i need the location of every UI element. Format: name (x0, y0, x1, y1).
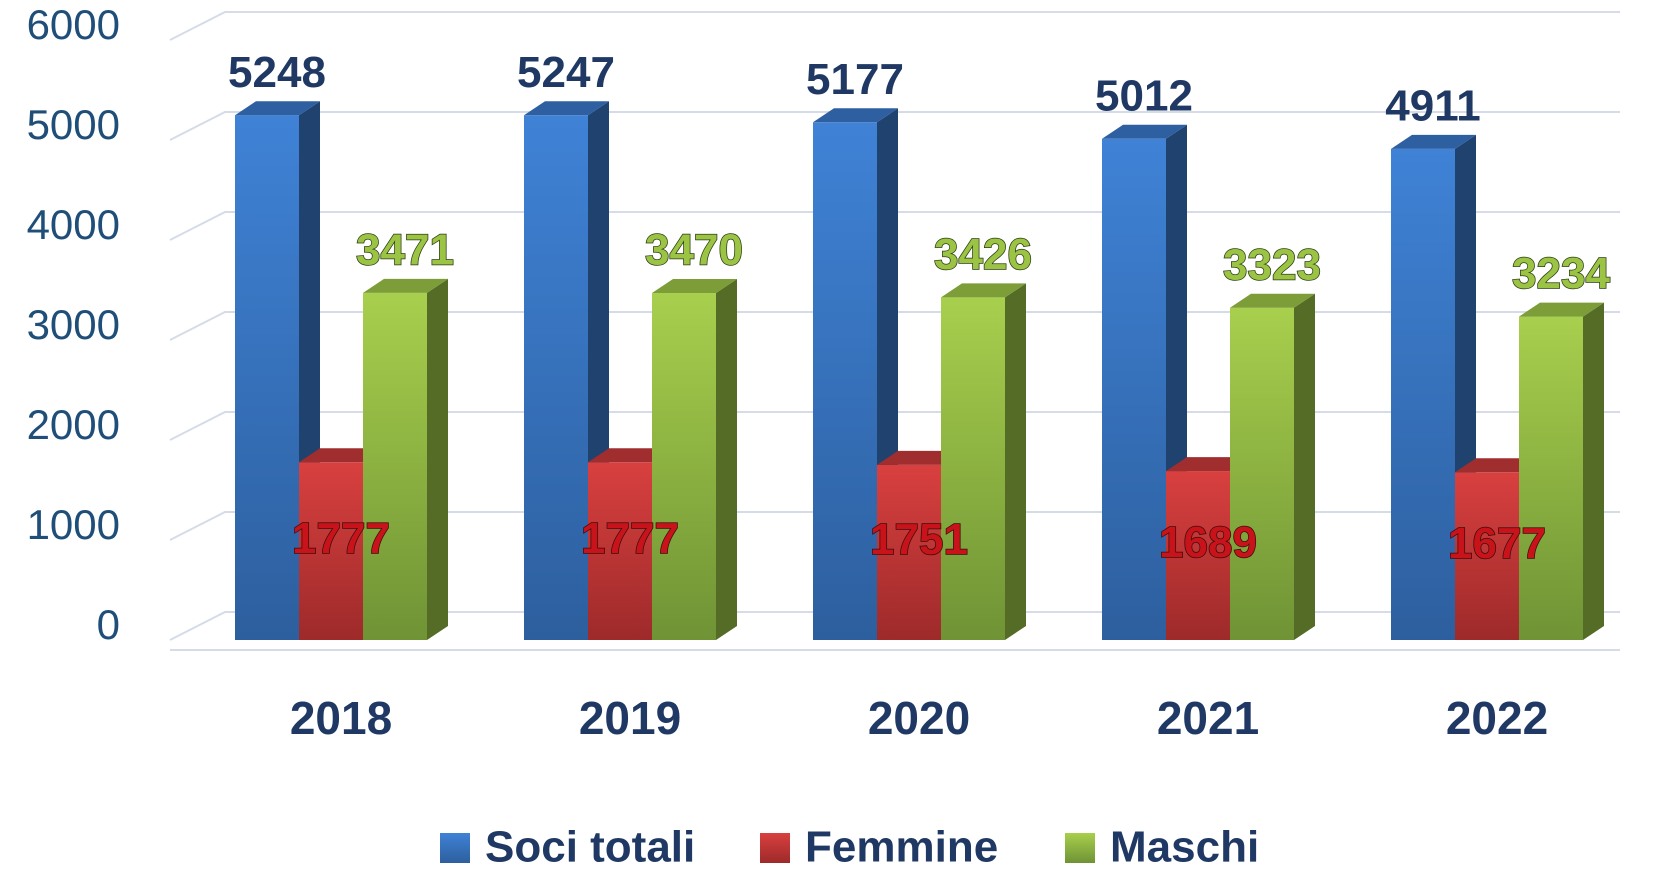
x-tick-label: 2020 (868, 692, 970, 744)
bar-top (299, 448, 384, 463)
bar-side (1005, 283, 1026, 640)
x-tick-label: 2019 (579, 692, 681, 744)
bar-side (1583, 302, 1604, 640)
bar-top (652, 279, 737, 293)
bar-top (235, 101, 320, 116)
y-tick-label: 1000 (27, 501, 120, 548)
legend-swatch (440, 833, 470, 863)
grid-line (169, 111, 1620, 141)
bar-side (1294, 293, 1315, 640)
bar-top (1166, 457, 1251, 472)
data-label: 3426 (934, 230, 1032, 279)
data-label: 3471 (356, 226, 454, 275)
data-label: 5248 (228, 48, 326, 97)
bar (524, 115, 588, 641)
bar (299, 462, 363, 640)
legend-swatch (760, 833, 790, 863)
legend-label: Femmine (805, 823, 998, 870)
legend-label: Soci totali (485, 823, 695, 870)
bar (1230, 307, 1294, 640)
bar (1455, 472, 1519, 640)
data-label: 5012 (1095, 71, 1193, 120)
y-tick-label: 2000 (27, 401, 120, 448)
data-label: 3234 (1512, 249, 1610, 298)
bar (363, 292, 427, 640)
y-tick-label: 6000 (27, 1, 120, 48)
bar-top (1519, 302, 1604, 317)
data-label: 1751 (870, 515, 968, 564)
y-tick-label: 4000 (27, 201, 120, 248)
bar-side (427, 278, 448, 640)
bar (652, 293, 716, 640)
bar-side (716, 279, 737, 640)
bar-top (877, 450, 962, 465)
data-label: 5177 (806, 55, 904, 104)
bar (877, 464, 941, 640)
data-label: 3470 (645, 226, 743, 275)
bar-top (1391, 134, 1476, 149)
bar-top (813, 108, 898, 123)
bar (813, 122, 877, 641)
y-tick-label: 0 (97, 601, 120, 648)
bar-top (588, 448, 673, 463)
legend-swatch (1065, 833, 1095, 863)
bar-top (941, 283, 1026, 298)
bar-top (1455, 458, 1540, 473)
grid-line (169, 11, 1620, 41)
bar (1519, 316, 1583, 640)
y-tick-label: 5000 (27, 101, 120, 148)
bar-top (524, 101, 609, 116)
bar (1102, 138, 1166, 641)
data-label: 1689 (1159, 518, 1257, 567)
data-label: 1677 (1448, 519, 1546, 568)
data-label: 3323 (1223, 240, 1321, 289)
x-tick-label: 2022 (1446, 692, 1548, 744)
bar (1166, 471, 1230, 640)
x-tick-label: 2018 (290, 692, 392, 744)
data-label: 1777 (581, 514, 679, 563)
bar-top (363, 278, 448, 293)
bar (1391, 148, 1455, 640)
y-tick-label: 3000 (27, 301, 120, 348)
data-label: 5247 (517, 48, 615, 97)
bar (235, 115, 299, 640)
legend-label: Maschi (1110, 823, 1259, 870)
bar (941, 297, 1005, 640)
bar-top (1102, 124, 1187, 139)
bar-top (1230, 293, 1315, 308)
data-label: 4911 (1385, 82, 1480, 131)
bar (588, 462, 652, 640)
data-label: 1777 (292, 514, 390, 563)
x-tick-label: 2021 (1157, 692, 1259, 744)
